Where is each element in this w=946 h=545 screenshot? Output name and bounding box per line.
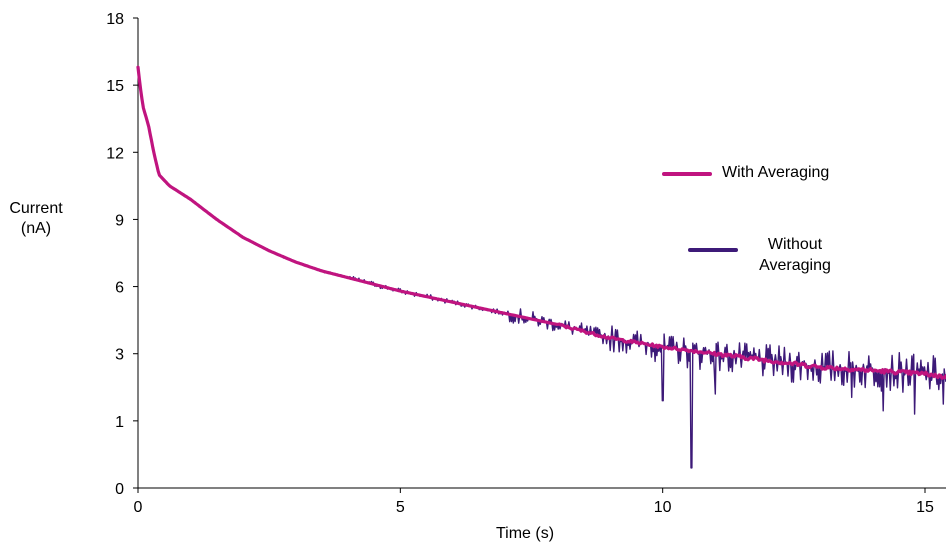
- y-tick-label: 18: [106, 11, 124, 28]
- y-axis-label-line1: Current: [9, 200, 63, 217]
- x-axis-label: Time (s): [495, 525, 555, 542]
- legend-swatch-without-averaging: [688, 248, 738, 252]
- legend-label-without-averaging: Without Averaging: [735, 234, 855, 276]
- x-tick-label: 15: [916, 499, 934, 516]
- y-tick-label: 15: [106, 78, 124, 95]
- series-layer: [136, 65, 946, 469]
- x-tick-label: 5: [396, 499, 405, 516]
- y-tick-label: 9: [115, 212, 124, 229]
- y-tick-label: 1: [115, 414, 124, 431]
- legend-label-with-averaging: With Averaging: [722, 164, 830, 181]
- y-tick-label: 12: [106, 145, 124, 162]
- y-tick-label: 0: [115, 481, 124, 498]
- y-tick-label: 3: [115, 347, 124, 364]
- x-tick-label: 0: [134, 499, 143, 516]
- axes: [137, 18, 946, 489]
- legend-label-without-averaging-text: Without Averaging: [759, 236, 831, 274]
- y-tick-label: 6: [115, 280, 124, 297]
- y-axis-label-line2: (nA): [20, 220, 52, 237]
- legend-swatch-with-averaging: [662, 172, 712, 176]
- series-with-averaging-line: [136, 65, 946, 380]
- x-tick-label: 10: [654, 499, 672, 516]
- axis-ticks: 0 1 3 6 9 12 15 18 0 5 10 15: [106, 11, 934, 516]
